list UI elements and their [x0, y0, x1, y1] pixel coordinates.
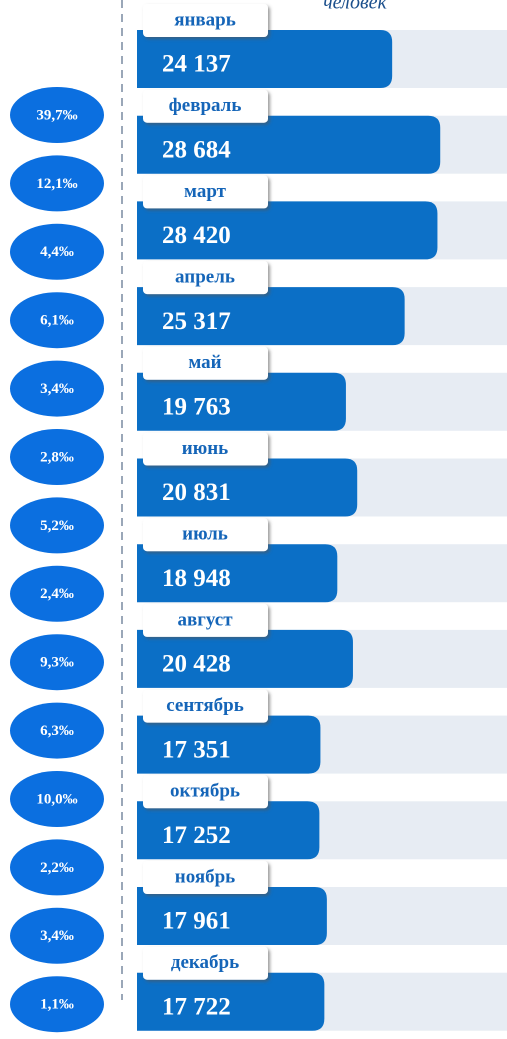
month-label: октябрь	[170, 781, 240, 802]
bar	[137, 115, 441, 174]
rate-badge	[10, 839, 104, 896]
rate-label: 39,7‰	[36, 107, 77, 123]
unit-label: человек	[323, 0, 387, 14]
bar-value-label: 28 420	[162, 222, 231, 249]
bar	[137, 372, 346, 431]
rate-badge	[10, 634, 104, 691]
month-tab	[143, 946, 268, 980]
bar-value-label: 20 831	[162, 479, 231, 506]
month-tab	[143, 4, 268, 37]
month-tab	[143, 261, 268, 295]
bar-value-label: 18 948	[162, 565, 231, 592]
bar	[137, 201, 438, 260]
bar	[137, 887, 327, 945]
rate-badge	[10, 155, 104, 212]
month-label: ноябрь	[175, 866, 235, 887]
month-tab	[143, 432, 268, 466]
month-tab	[143, 775, 268, 809]
rate-badge	[10, 702, 104, 759]
month-label: июль	[182, 524, 228, 545]
month-label: январь	[174, 9, 236, 30]
bar	[137, 715, 321, 774]
rate-label: 3,4‰	[40, 928, 74, 944]
rate-badge	[10, 223, 104, 280]
bar-value-label: 17 252	[162, 822, 231, 849]
bar-value-label: 17 351	[162, 736, 231, 763]
month-tab	[143, 346, 268, 380]
rate-badge	[10, 771, 104, 827]
month-label: май	[188, 352, 221, 373]
bar-value-label: 28 684	[162, 136, 231, 163]
rate-label: 5,2‰	[40, 518, 74, 534]
bar-value-label: 25 317	[162, 308, 231, 335]
rate-label: 3,4‰	[40, 381, 74, 397]
rate-label: 4,4‰	[40, 244, 74, 260]
bar-value-label: 24 137	[162, 51, 231, 78]
month-label: март	[184, 181, 227, 202]
month-tab	[143, 861, 268, 894]
rate-label: 1,1‰	[40, 997, 74, 1013]
month-label: сентябрь	[166, 695, 244, 716]
rate-label: 2,8‰	[40, 449, 74, 465]
month-label: декабрь	[171, 952, 239, 973]
rate-badge	[10, 87, 104, 143]
rate-badge	[10, 907, 104, 964]
bar	[137, 30, 393, 88]
rate-label: 12,1‰	[36, 176, 77, 192]
bar	[137, 972, 325, 1031]
bar-value-label: 17 961	[162, 908, 231, 935]
month-tab	[143, 89, 268, 123]
month-tab	[143, 689, 268, 723]
month-tab	[143, 175, 268, 209]
bar	[137, 629, 353, 688]
bar-value-label: 20 428	[162, 651, 231, 678]
rate-badge	[10, 292, 104, 349]
rate-label: 9,3‰	[40, 655, 74, 671]
rate-label: 2,4‰	[40, 586, 74, 602]
bar	[137, 544, 338, 603]
rate-badge	[10, 360, 104, 417]
bar-value-label: 17 722	[162, 993, 231, 1020]
rate-label: 6,3‰	[40, 723, 74, 739]
rate-badge	[10, 976, 104, 1033]
month-tab	[143, 518, 268, 552]
month-tab	[143, 603, 268, 637]
bar	[137, 801, 320, 860]
rate-label: 6,1‰	[40, 313, 74, 329]
rate-badge	[10, 429, 104, 485]
bar	[137, 287, 405, 346]
bar-value-label: 19 763	[162, 394, 231, 421]
month-label: апрель	[175, 266, 235, 287]
month-label: июнь	[182, 438, 228, 459]
rate-label: 2,2‰	[40, 860, 74, 876]
rate-badge	[10, 565, 104, 622]
month-label: февраль	[169, 95, 242, 116]
rate-label: 10,0‰	[36, 791, 77, 807]
month-label: август	[177, 609, 233, 630]
rate-badge	[10, 497, 104, 554]
bar	[137, 458, 358, 517]
